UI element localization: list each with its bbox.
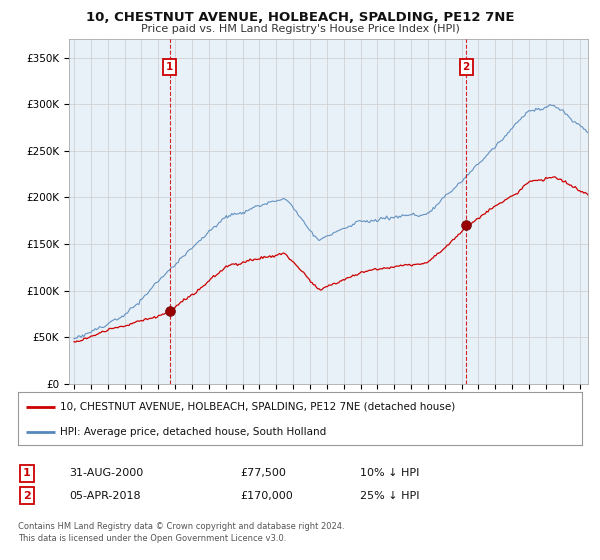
Text: 10% ↓ HPI: 10% ↓ HPI xyxy=(360,468,419,478)
Text: 05-APR-2018: 05-APR-2018 xyxy=(69,491,140,501)
Text: 1: 1 xyxy=(166,62,173,72)
Text: £77,500: £77,500 xyxy=(240,468,286,478)
Text: 25% ↓ HPI: 25% ↓ HPI xyxy=(360,491,419,501)
Text: Contains HM Land Registry data © Crown copyright and database right 2024.
This d: Contains HM Land Registry data © Crown c… xyxy=(18,522,344,543)
Text: 1: 1 xyxy=(23,468,31,478)
Text: 31-AUG-2000: 31-AUG-2000 xyxy=(69,468,143,478)
Text: 10, CHESTNUT AVENUE, HOLBEACH, SPALDING, PE12 7NE (detached house): 10, CHESTNUT AVENUE, HOLBEACH, SPALDING,… xyxy=(60,402,455,412)
Text: Price paid vs. HM Land Registry's House Price Index (HPI): Price paid vs. HM Land Registry's House … xyxy=(140,24,460,34)
Text: £170,000: £170,000 xyxy=(240,491,293,501)
Text: 2: 2 xyxy=(23,491,31,501)
Text: 10, CHESTNUT AVENUE, HOLBEACH, SPALDING, PE12 7NE: 10, CHESTNUT AVENUE, HOLBEACH, SPALDING,… xyxy=(86,11,514,24)
Text: HPI: Average price, detached house, South Holland: HPI: Average price, detached house, Sout… xyxy=(60,427,326,437)
Text: 2: 2 xyxy=(463,62,470,72)
